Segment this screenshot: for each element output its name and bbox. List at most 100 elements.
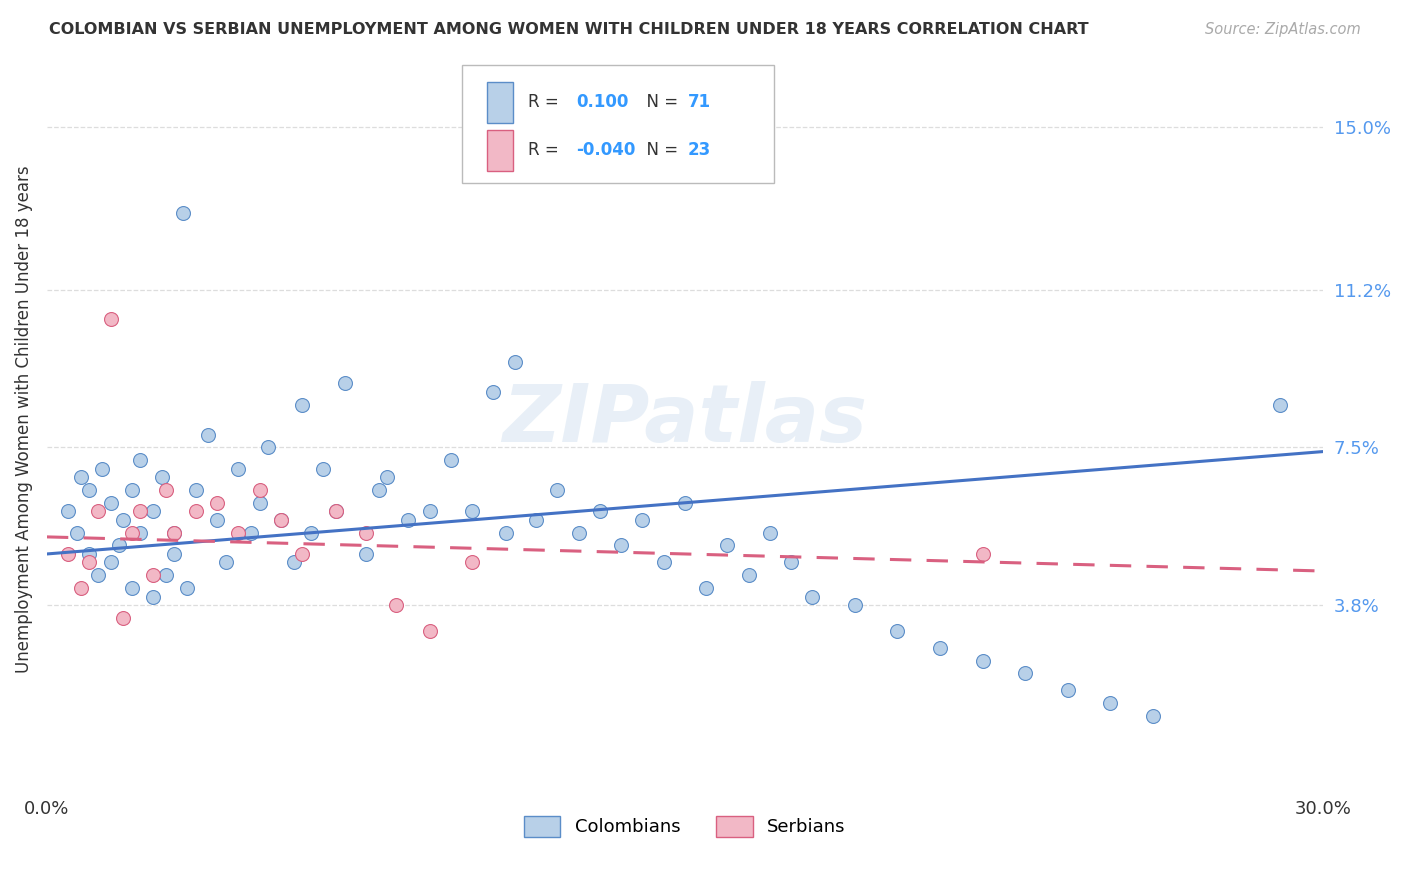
Point bbox=[112, 513, 135, 527]
Point bbox=[610, 538, 633, 552]
Point bbox=[91, 461, 114, 475]
Point bbox=[631, 513, 654, 527]
Point bbox=[249, 496, 271, 510]
Point bbox=[66, 525, 89, 540]
Point bbox=[299, 525, 322, 540]
Text: R =: R = bbox=[527, 94, 564, 112]
Text: 23: 23 bbox=[688, 141, 710, 160]
Point bbox=[367, 483, 389, 497]
Point bbox=[121, 581, 143, 595]
Point bbox=[79, 556, 101, 570]
Point bbox=[70, 581, 93, 595]
Point bbox=[1056, 683, 1078, 698]
Point bbox=[226, 461, 249, 475]
Point bbox=[163, 525, 186, 540]
Point bbox=[972, 654, 994, 668]
Point bbox=[163, 525, 186, 540]
Point bbox=[716, 538, 738, 552]
FancyBboxPatch shape bbox=[486, 130, 513, 170]
FancyBboxPatch shape bbox=[486, 82, 513, 122]
Point bbox=[121, 525, 143, 540]
Point bbox=[163, 547, 186, 561]
Point bbox=[503, 355, 526, 369]
Text: ZIPatlas: ZIPatlas bbox=[502, 381, 868, 458]
Text: -0.040: -0.040 bbox=[576, 141, 636, 160]
Point bbox=[384, 598, 406, 612]
Point bbox=[652, 556, 675, 570]
Point bbox=[972, 547, 994, 561]
Point bbox=[312, 461, 335, 475]
Text: R =: R = bbox=[527, 141, 564, 160]
Point bbox=[780, 556, 803, 570]
Point bbox=[567, 525, 589, 540]
Point bbox=[214, 556, 236, 570]
Point bbox=[155, 568, 177, 582]
Point bbox=[375, 470, 398, 484]
FancyBboxPatch shape bbox=[461, 65, 775, 184]
Text: Source: ZipAtlas.com: Source: ZipAtlas.com bbox=[1205, 22, 1361, 37]
Point bbox=[270, 513, 292, 527]
Point bbox=[419, 624, 441, 638]
Point bbox=[100, 556, 122, 570]
Text: N =: N = bbox=[637, 141, 683, 160]
Point bbox=[197, 427, 219, 442]
Y-axis label: Unemployment Among Women with Children Under 18 years: Unemployment Among Women with Children U… bbox=[15, 166, 32, 673]
Point bbox=[1099, 696, 1122, 710]
Point bbox=[482, 384, 505, 399]
Point bbox=[759, 525, 782, 540]
Point bbox=[155, 483, 177, 497]
Point bbox=[205, 513, 228, 527]
Point bbox=[150, 470, 173, 484]
Point bbox=[695, 581, 717, 595]
Point bbox=[1014, 666, 1036, 681]
Point bbox=[524, 513, 547, 527]
Point bbox=[129, 525, 152, 540]
Point bbox=[354, 525, 377, 540]
Point bbox=[249, 483, 271, 497]
Point bbox=[354, 547, 377, 561]
Text: 71: 71 bbox=[688, 94, 710, 112]
Point bbox=[257, 440, 280, 454]
Point bbox=[886, 624, 908, 638]
Point bbox=[325, 504, 347, 518]
Point bbox=[1270, 398, 1292, 412]
Point bbox=[673, 496, 696, 510]
Point bbox=[79, 547, 101, 561]
Point bbox=[737, 568, 759, 582]
Point bbox=[929, 640, 952, 655]
Point bbox=[461, 504, 484, 518]
Point bbox=[546, 483, 568, 497]
Point bbox=[100, 496, 122, 510]
Point bbox=[325, 504, 347, 518]
Point bbox=[100, 312, 122, 326]
Point bbox=[184, 504, 207, 518]
Point bbox=[440, 453, 463, 467]
Point bbox=[121, 483, 143, 497]
Point bbox=[87, 504, 110, 518]
Text: 0.100: 0.100 bbox=[576, 94, 628, 112]
Point bbox=[205, 496, 228, 510]
Point bbox=[142, 504, 165, 518]
Point bbox=[70, 470, 93, 484]
Point bbox=[801, 590, 824, 604]
Point bbox=[495, 525, 517, 540]
Point bbox=[226, 525, 249, 540]
Point bbox=[79, 483, 101, 497]
Point bbox=[396, 513, 419, 527]
Point bbox=[184, 483, 207, 497]
Point bbox=[172, 206, 194, 220]
Point bbox=[56, 504, 79, 518]
Point bbox=[56, 547, 79, 561]
Point bbox=[589, 504, 612, 518]
Point bbox=[129, 504, 152, 518]
Point bbox=[1142, 709, 1164, 723]
Point bbox=[142, 590, 165, 604]
Point bbox=[87, 568, 110, 582]
Point bbox=[129, 453, 152, 467]
Point bbox=[291, 547, 314, 561]
Point bbox=[419, 504, 441, 518]
Point bbox=[270, 513, 292, 527]
Point bbox=[142, 568, 165, 582]
Point bbox=[112, 611, 135, 625]
Text: N =: N = bbox=[637, 94, 683, 112]
